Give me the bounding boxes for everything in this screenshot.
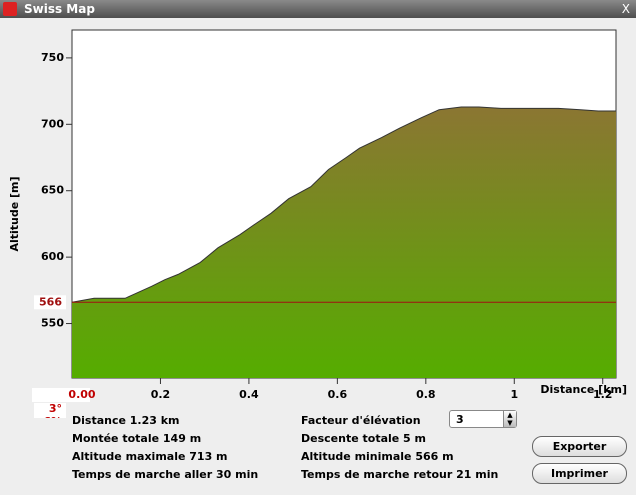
title-bar: Swiss Map X (0, 0, 636, 18)
elevation-line (71, 106, 616, 303)
app-icon (3, 2, 17, 16)
x-tick-label: 1.2 (593, 388, 613, 401)
y-tick-label: 600 (41, 250, 64, 263)
stat: Temps de marche aller 30 min (72, 468, 259, 481)
cursor-label: 0.00 (68, 388, 95, 401)
y-axis-label: Altitude [m] (8, 176, 21, 251)
y-tick-label: 650 (41, 184, 64, 197)
stat: Distance 1.23 km (72, 414, 180, 427)
x-axis-label: Distance [km] (540, 383, 627, 396)
slope-deg: 3° (49, 402, 62, 415)
stat: Descente totale 5 m (301, 432, 427, 445)
x-tick-label: 0.8 (416, 388, 436, 401)
print-button[interactable]: Imprimer (532, 463, 627, 484)
x-tick-label: 0.4 (239, 388, 259, 401)
x-tick-label: 1 (510, 388, 518, 401)
stat: Altitude minimale 566 m (301, 450, 454, 463)
export-button[interactable]: Exporter (532, 436, 627, 457)
x-tick-label: 0.2 (151, 388, 171, 401)
factor-combo[interactable]: 3 ▲ ▼ (449, 410, 517, 428)
close-button[interactable]: X (621, 2, 630, 16)
reference-label-bg (34, 295, 66, 310)
combo-arrows: ▲ ▼ (503, 411, 516, 427)
combo-value: 3 (456, 413, 464, 426)
y-tick-label: 700 (41, 117, 64, 130)
stat: Altitude maximale 713 m (72, 450, 228, 463)
slope-pct: 6% (43, 415, 62, 418)
stat: Montée totale 149 m (72, 432, 202, 445)
stat: Facteur d'élévation (301, 414, 421, 427)
y-tick-label: 750 (41, 51, 64, 64)
stat: Temps de marche retour 21 min (301, 468, 499, 481)
slope-bg (34, 403, 66, 418)
window-title: Swiss Map (24, 2, 95, 16)
chart: Altitude [m] Distance [km] 550 600 650 700 7… (8, 29, 627, 418)
reference-label: 566 (39, 295, 62, 308)
y-tick-label: 550 (41, 317, 64, 330)
elevation-area (72, 107, 616, 378)
cursor-label-bg (32, 388, 90, 402)
x-tick-label: 0.6 (328, 388, 348, 401)
